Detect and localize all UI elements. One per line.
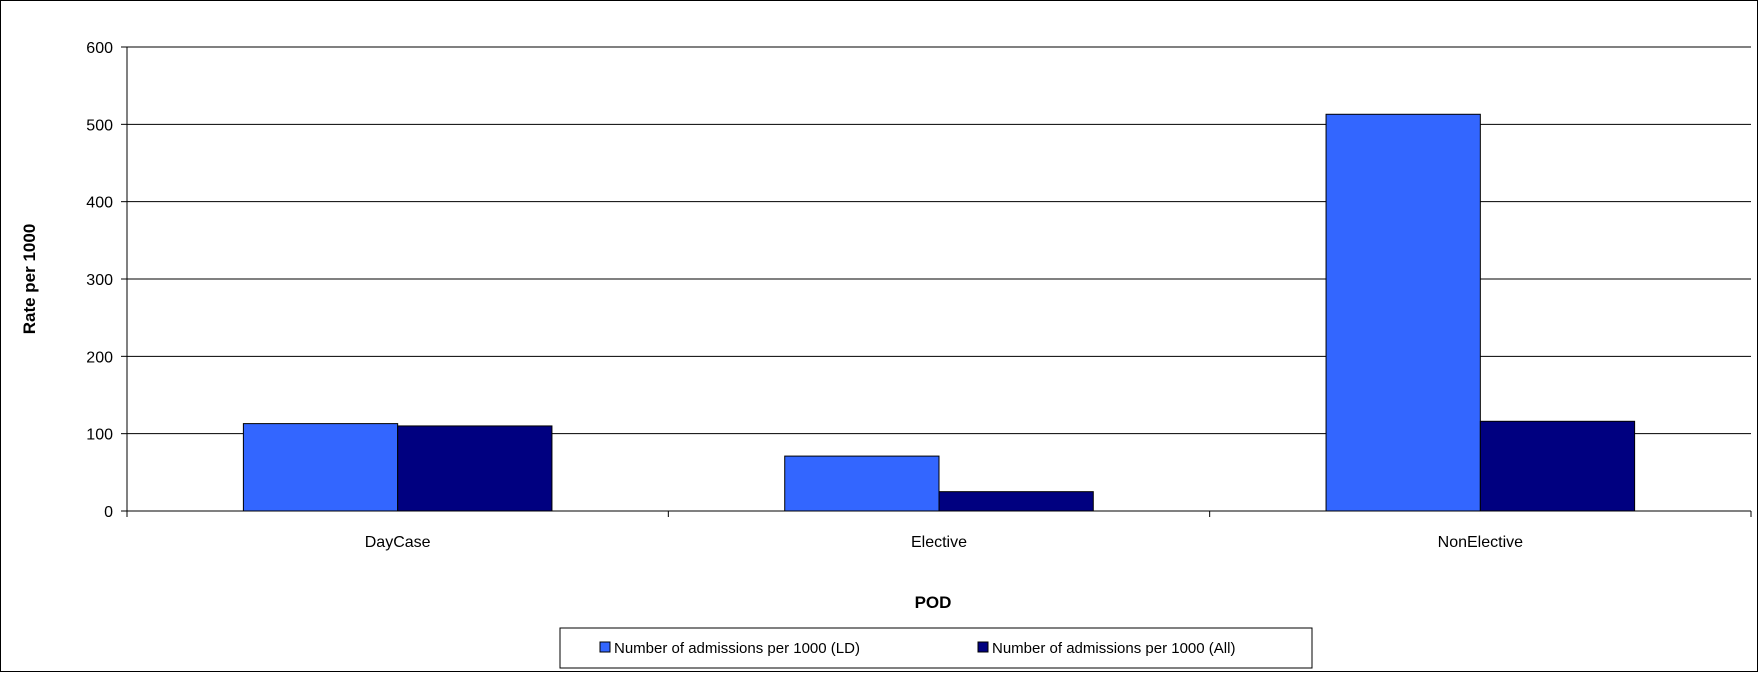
bar — [784, 455, 940, 512]
x-tick-label: Elective — [911, 534, 967, 551]
y-tick-label: 500 — [86, 117, 113, 134]
gridlines — [127, 46, 1751, 435]
bar — [242, 423, 399, 512]
y-tick-label: 0 — [104, 504, 113, 521]
legend-swatch-all — [977, 641, 989, 653]
legend-swatch-ld — [599, 641, 611, 653]
bar — [397, 425, 553, 512]
bar — [1325, 113, 1481, 512]
y-tick-label: 400 — [86, 195, 113, 212]
tick-labels: 0 100 200 300 400 500 600 DayCase Elective NonEle… — [86, 40, 1523, 551]
legend-label-all: Number of admissions per 1000 (All) — [992, 640, 1235, 657]
y-tick-label: 100 — [86, 427, 113, 444]
x-tick-label: NonElective — [1438, 534, 1523, 551]
y-tick-label: 200 — [86, 349, 113, 366]
bars — [242, 113, 1636, 512]
y-tick-label: 300 — [86, 272, 113, 289]
axes — [121, 46, 1752, 517]
legend-label-ld: Number of admissions per 1000 (LD) — [614, 640, 860, 657]
legend-box — [559, 627, 1313, 669]
legend: Number of admissions per 1000 (LD) Numbe… — [559, 627, 1313, 669]
bar — [1479, 420, 1636, 512]
y-axis-title: Rate per 1000 — [20, 224, 39, 335]
x-axis-title: POD — [915, 593, 952, 612]
y-tick-label: 600 — [86, 40, 113, 57]
bar — [938, 491, 1094, 512]
x-tick-label: DayCase — [365, 534, 431, 551]
